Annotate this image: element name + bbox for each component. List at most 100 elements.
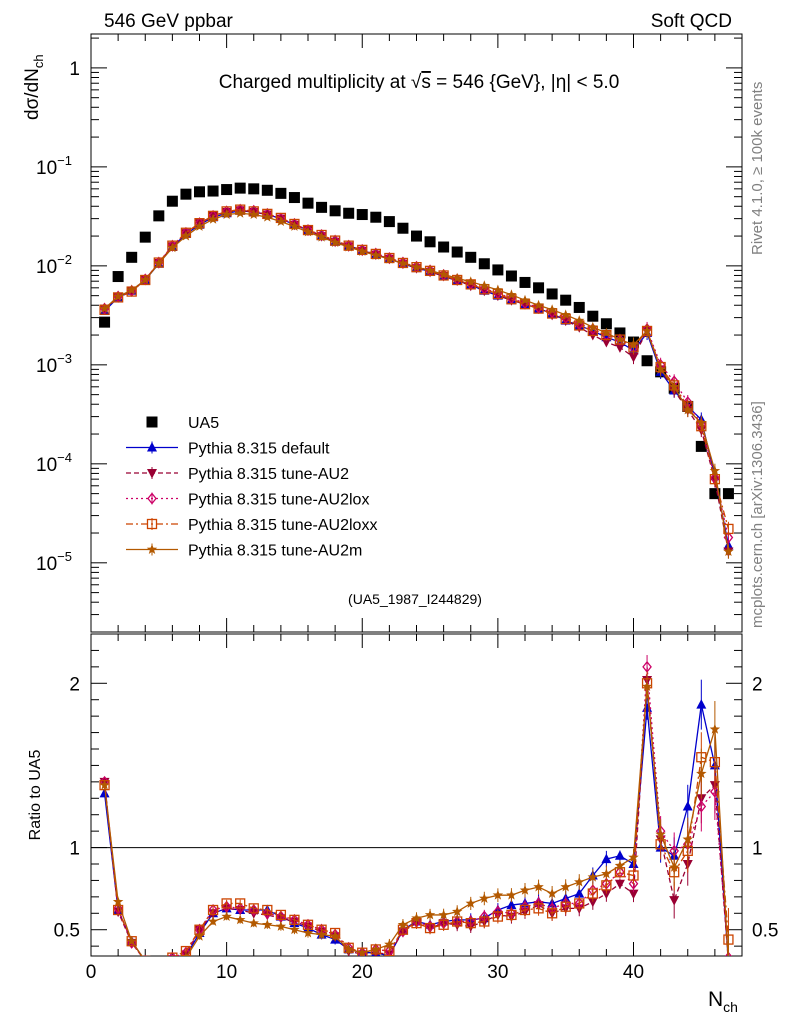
ratio-point xyxy=(384,939,395,949)
data-point xyxy=(424,236,436,248)
data-point xyxy=(506,289,517,300)
ratio-point xyxy=(723,959,733,969)
y-tick-label: 1 xyxy=(69,59,80,80)
ratio-point xyxy=(99,787,110,798)
data-point xyxy=(248,209,259,219)
data-point xyxy=(112,271,124,283)
ratio-point xyxy=(126,935,137,946)
data-point xyxy=(370,211,382,223)
ratio-point xyxy=(144,955,146,956)
ratio-point xyxy=(614,860,626,871)
data-point xyxy=(709,488,721,500)
legend-marker xyxy=(147,492,157,505)
ratio-point xyxy=(384,945,395,956)
data-point xyxy=(451,246,463,258)
data-point xyxy=(668,381,680,392)
ratio-point xyxy=(112,904,124,916)
data-point xyxy=(166,195,178,207)
ratio-point xyxy=(262,919,273,930)
data-point xyxy=(723,546,734,556)
series-line xyxy=(104,208,730,538)
data-point xyxy=(465,251,477,263)
ratio-point xyxy=(155,958,163,968)
data-point xyxy=(356,209,368,221)
ratio-plot-frame xyxy=(90,633,743,957)
ratio-point xyxy=(506,909,517,921)
rivet-version-label: Rivet 4.1.0, ≥ 100k events xyxy=(749,82,766,255)
legend-label: UA5 xyxy=(188,415,219,432)
ratio-point xyxy=(724,951,732,956)
legend-item: Pythia 8.315 tune-AU2m xyxy=(126,543,362,560)
ratio-point xyxy=(112,896,124,907)
data-point xyxy=(397,257,409,268)
ratio-point xyxy=(465,917,476,929)
ratio-point xyxy=(140,957,150,967)
y-tick-label: 10−2 xyxy=(36,252,72,278)
ratio-point xyxy=(180,952,192,956)
legend-item: Pythia 8.315 tune-AU2 xyxy=(126,466,349,483)
data-point xyxy=(438,268,449,279)
data-point xyxy=(221,209,232,219)
ratio-point xyxy=(560,901,571,912)
ratio-point xyxy=(669,896,680,906)
ratio-point xyxy=(99,779,110,790)
ratio-y-tick-label: 1 xyxy=(69,839,80,860)
legend-marker xyxy=(146,518,158,530)
data-point xyxy=(533,304,544,315)
ratio-point xyxy=(519,884,531,895)
data-point xyxy=(573,301,585,313)
ratio-point xyxy=(207,904,219,916)
data-point xyxy=(383,216,395,228)
ratio-point xyxy=(696,768,707,779)
ratio-point xyxy=(438,909,449,920)
y-tick-label: 10−1 xyxy=(36,153,72,179)
data-point xyxy=(99,316,111,328)
mcplots-credit-label: mcplots.cern.ch [arXiv:1306.3436] xyxy=(749,401,766,628)
legend-item: Pythia 8.315 default xyxy=(126,441,330,458)
data-point xyxy=(424,264,436,275)
ratio-point xyxy=(275,909,287,921)
data-point xyxy=(343,207,355,219)
ratio-point xyxy=(696,699,707,709)
data-point xyxy=(397,222,409,234)
ratio-point xyxy=(140,955,151,956)
data-point xyxy=(221,184,233,196)
ratio-point xyxy=(145,955,146,956)
ratio-point xyxy=(574,876,585,887)
ratio-point xyxy=(275,920,287,931)
data-point xyxy=(180,188,192,200)
data-point xyxy=(126,284,137,295)
ratio-point xyxy=(370,943,382,954)
ratio-series-4 xyxy=(99,674,729,956)
data-point xyxy=(329,237,341,247)
legend-item: Pythia 8.315 tune-AU2loxx xyxy=(126,517,377,534)
data-point xyxy=(316,231,327,242)
ratio-point xyxy=(533,903,544,914)
ratio-point xyxy=(424,909,436,920)
ratio-point xyxy=(167,955,178,956)
ratio-point xyxy=(682,833,693,844)
series-4 xyxy=(99,204,734,537)
data-point xyxy=(234,182,246,194)
analysis-label: (UA5_1987_I244829) xyxy=(348,591,482,607)
x-tick-label: 20 xyxy=(352,962,373,983)
ratio-point xyxy=(221,898,232,909)
ratio-point xyxy=(397,919,409,930)
legend-label: Pythia 8.315 tune-AU2loxx xyxy=(188,517,377,534)
ratio-point xyxy=(546,908,558,919)
ratio-point xyxy=(574,888,585,898)
data-point xyxy=(99,303,110,314)
data-point xyxy=(112,291,124,301)
ratio-point xyxy=(492,889,504,900)
legend-marker xyxy=(147,442,157,452)
ratio-point xyxy=(628,877,639,890)
legend-item: UA5 xyxy=(146,415,219,432)
header-left: 546 GeV ppbar xyxy=(104,11,234,32)
x-tick-label: 0 xyxy=(86,962,97,983)
legend-label: Pythia 8.315 tune-AU2 xyxy=(188,466,349,483)
data-point xyxy=(288,192,300,204)
ratio-point xyxy=(492,911,504,922)
data-point xyxy=(600,318,612,330)
ratio-point xyxy=(479,916,490,927)
